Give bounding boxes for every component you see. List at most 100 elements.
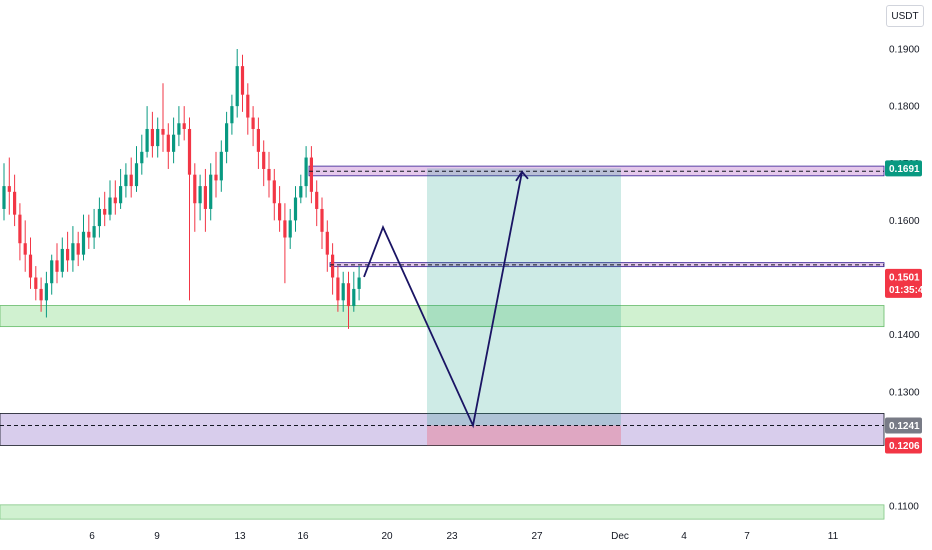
candle: [28, 237, 33, 289]
candle-body: [13, 191, 17, 215]
candle: [18, 203, 22, 261]
candle-body: [309, 157, 313, 192]
candle: [336, 266, 340, 312]
candle-body: [18, 214, 22, 244]
projection-arrowhead: [515, 170, 529, 182]
stop-price-label-text: 0.1206: [889, 441, 920, 452]
candle-body: [34, 277, 38, 289]
axis-layer: 0.19000.18000.17000.16000.14000.13000.11…: [89, 45, 920, 543]
x-tick-label: 7: [744, 531, 750, 542]
candle-body: [108, 197, 112, 215]
candle: [44, 271, 48, 318]
target-price-label-bg: [885, 160, 922, 177]
candle-body: [341, 283, 345, 301]
candle: [156, 117, 160, 158]
candle-body: [203, 186, 207, 209]
candle: [309, 146, 313, 204]
candles-layer: [2, 49, 361, 329]
candle: [140, 134, 144, 175]
projection-path: [363, 171, 523, 429]
candle: [346, 271, 351, 329]
candle: [124, 163, 128, 198]
candle-body: [278, 203, 282, 221]
candle: [246, 83, 250, 135]
x-tick-label: 20: [381, 531, 393, 542]
candle-body: [156, 128, 160, 147]
currency-button[interactable]: USDT: [886, 5, 924, 27]
candle-body: [23, 243, 27, 255]
zone-support: [0, 305, 885, 328]
x-tick-label: 9: [154, 531, 160, 542]
projection-path-layer: [363, 170, 529, 429]
candle-body: [352, 288, 356, 307]
zone-demand: [0, 413, 885, 446]
entry-price-label-text: 0.1241: [889, 421, 920, 432]
candle: [23, 220, 27, 272]
candle-body: [256, 128, 260, 152]
entry-price-label-bg: [885, 417, 922, 434]
candle-body: [240, 66, 245, 95]
candle-body: [81, 231, 86, 255]
current-price-label-text: 0.1501: [889, 272, 920, 283]
candle: [71, 226, 75, 272]
candle: [166, 123, 170, 169]
x-tick-label: 6: [89, 531, 95, 542]
countdown-label-text: 01:35:44: [889, 285, 929, 296]
candle: [129, 157, 133, 198]
candle: [193, 163, 197, 232]
candle-body: [129, 174, 133, 187]
candle: [161, 83, 165, 152]
candle: [299, 174, 303, 204]
candle: [262, 140, 266, 187]
candle: [50, 254, 54, 295]
zone-support-low: [0, 504, 885, 520]
candle: [214, 151, 218, 198]
candle-body: [182, 123, 186, 129]
candle: [325, 220, 329, 272]
candle: [304, 146, 308, 198]
candle-body: [293, 197, 298, 221]
candle: [278, 186, 282, 232]
candle-body: [124, 174, 128, 187]
candle-body: [320, 208, 324, 232]
y-tick-label: 0.1100: [889, 502, 919, 513]
candle-body: [44, 283, 48, 301]
candle: [272, 168, 276, 221]
candle: [331, 243, 335, 295]
candle: [103, 191, 107, 227]
candle: [352, 271, 356, 312]
x-tick-label: Dec: [611, 531, 629, 542]
candle-body: [325, 231, 329, 255]
candle: [55, 243, 59, 284]
candle: [177, 106, 181, 147]
target-price-label-text: 0.1691: [889, 164, 920, 175]
candle: [341, 271, 345, 312]
candle-body: [55, 260, 59, 272]
candle: [119, 168, 123, 209]
candle-body: [150, 128, 154, 147]
candle: [256, 117, 260, 169]
x-tick-label: 27: [531, 531, 543, 542]
x-tick-label: 4: [681, 531, 687, 542]
candle-body: [177, 123, 181, 135]
candle-body: [246, 94, 250, 118]
candle: [76, 231, 80, 267]
candle: [209, 163, 213, 221]
candle: [251, 106, 255, 147]
candle: [293, 186, 298, 232]
candle: [97, 197, 101, 238]
x-tick-label: 11: [828, 531, 839, 542]
candle-body: [97, 208, 101, 227]
candle-body: [336, 277, 340, 301]
y-tick-label: 0.1400: [889, 330, 920, 341]
candle-body: [87, 231, 91, 238]
candle-body: [315, 191, 319, 209]
candle-body: [187, 128, 192, 175]
candle-body: [172, 134, 176, 152]
candle: [39, 277, 43, 312]
candle: [203, 168, 207, 232]
candle: [66, 231, 70, 272]
candle: [240, 54, 245, 112]
candle: [283, 203, 287, 284]
